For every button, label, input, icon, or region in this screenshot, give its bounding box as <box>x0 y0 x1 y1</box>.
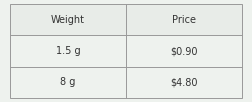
Text: $0.90: $0.90 <box>170 46 198 56</box>
Text: Price: Price <box>172 15 196 25</box>
Text: 8 g: 8 g <box>60 77 76 87</box>
Text: Weight: Weight <box>51 15 85 25</box>
Text: 1.5 g: 1.5 g <box>56 46 80 56</box>
Bar <box>10 4 242 35</box>
Text: $4.80: $4.80 <box>170 77 198 87</box>
Bar <box>10 35 242 67</box>
Bar <box>10 67 242 98</box>
